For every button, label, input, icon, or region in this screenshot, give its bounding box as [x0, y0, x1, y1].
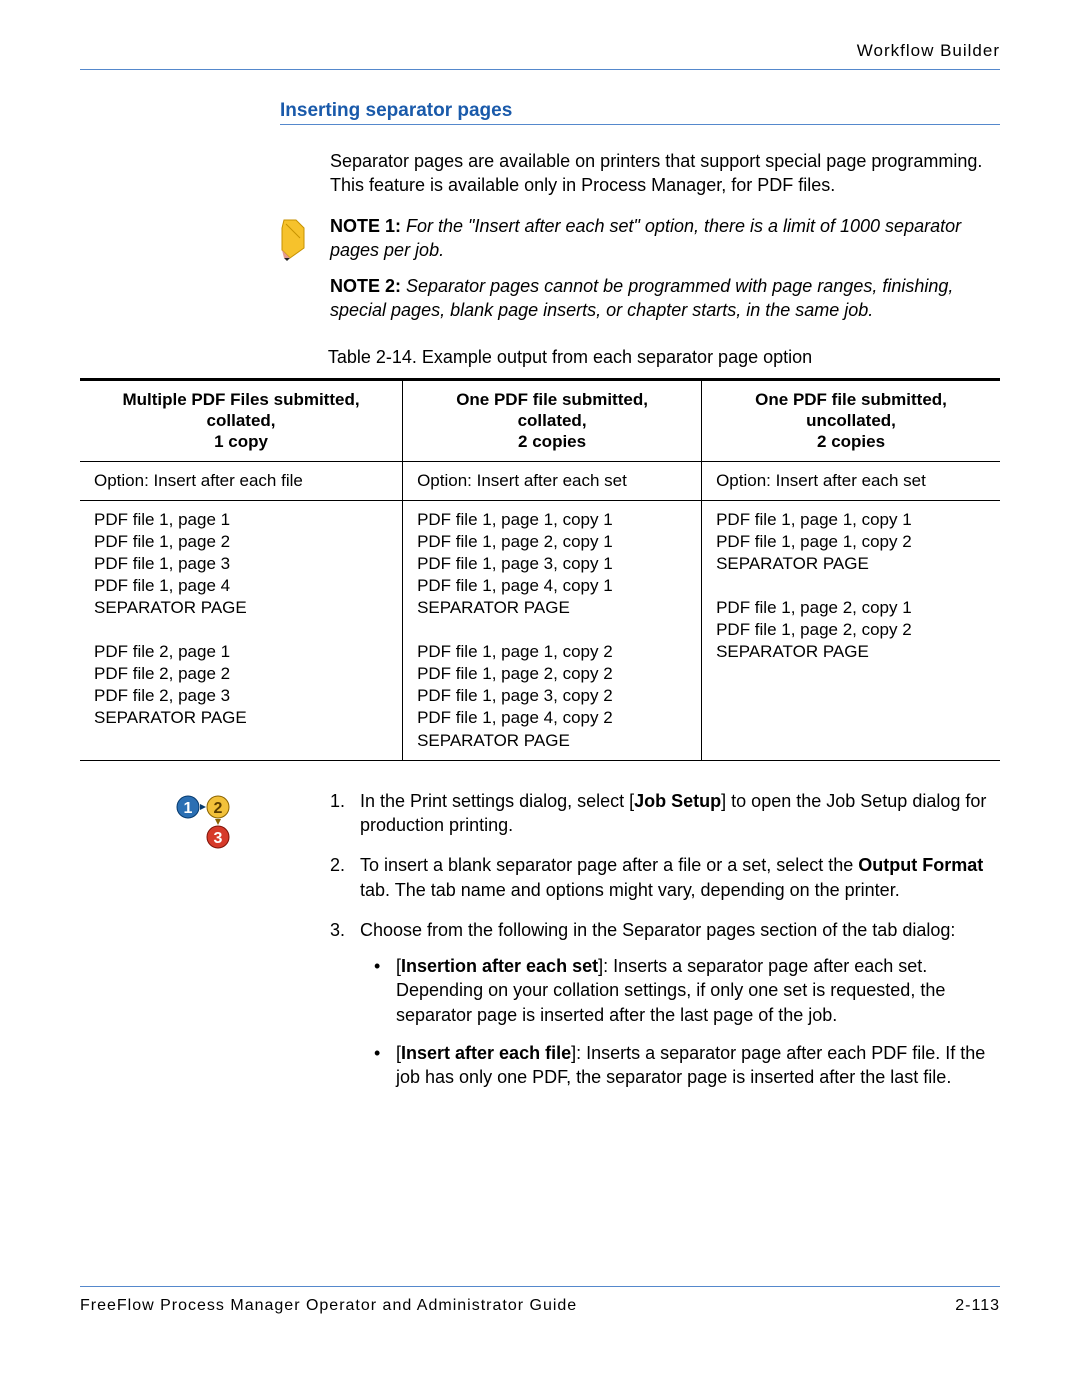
table-cell: PDF file 1, page 1, copy 1 PDF file 1, p… [702, 500, 1000, 760]
bullet-1: [Insertion after each set]: Inserts a se… [360, 954, 1000, 1027]
intro-paragraph: Separator pages are available on printer… [330, 149, 1000, 198]
note-1: NOTE 1: For the "Insert after each set" … [330, 214, 1000, 263]
step-3: Choose from the following in the Separat… [330, 918, 1000, 1090]
footer-page: 2-113 [955, 1297, 1000, 1315]
table-header-2: One PDF file submitted, collated, 2 copi… [403, 379, 702, 461]
section-title: Inserting separator pages [280, 100, 1000, 122]
step-1: In the Print settings dialog, select [Jo… [330, 789, 1000, 838]
separator-table: Multiple PDF Files submitted, collated, … [80, 378, 1000, 761]
svg-text:2: 2 [214, 800, 223, 817]
table-row: Option: Insert after each file Option: I… [80, 461, 1000, 500]
table-cell: Option: Insert after each set [702, 461, 1000, 500]
note-2: NOTE 2: Separator pages cannot be progra… [330, 274, 1000, 323]
svg-text:1: 1 [184, 800, 193, 817]
table-cell: PDF file 1, page 1, copy 1 PDF file 1, p… [403, 500, 702, 760]
page-footer: FreeFlow Process Manager Operator and Ad… [80, 1286, 1000, 1315]
bullet-list: [Insertion after each set]: Inserts a se… [360, 954, 1000, 1089]
pencil-icon [80, 214, 330, 262]
note-1-label: NOTE 1: [330, 216, 401, 236]
table-caption: Table 2-14. Example output from each sep… [140, 347, 1000, 368]
table-cell: PDF file 1, page 1 PDF file 1, page 2 PD… [80, 500, 403, 760]
note-2-label: NOTE 2: [330, 276, 401, 296]
svg-text:3: 3 [214, 830, 223, 847]
table-row: PDF file 1, page 1 PDF file 1, page 2 PD… [80, 500, 1000, 760]
bullet-2: [Insert after each file]: Inserts a sepa… [360, 1041, 1000, 1090]
steps-list: In the Print settings dialog, select [Jo… [330, 789, 1000, 1090]
steps-icon: 1 2 3 [80, 789, 330, 851]
page-header: Workflow Builder [80, 40, 1000, 70]
table-cell: Option: Insert after each set [403, 461, 702, 500]
note-1-row: NOTE 1: For the "Insert after each set" … [80, 214, 1000, 263]
steps-block: 1 2 3 In the Print settings dialog, sele… [80, 789, 1000, 1106]
note-1-content: For the "Insert after each set" option, … [330, 216, 961, 260]
table-header-1: Multiple PDF Files submitted, collated, … [80, 379, 403, 461]
step-2: To insert a blank separator page after a… [330, 853, 1000, 902]
chapter-label: Workflow Builder [857, 41, 1000, 60]
table-cell: Option: Insert after each file [80, 461, 403, 500]
section-rule [280, 124, 1000, 125]
note-2-content: Separator pages cannot be programmed wit… [330, 276, 953, 320]
footer-title: FreeFlow Process Manager Operator and Ad… [80, 1297, 577, 1315]
table-header-3: One PDF file submitted, uncollated, 2 co… [702, 379, 1000, 461]
